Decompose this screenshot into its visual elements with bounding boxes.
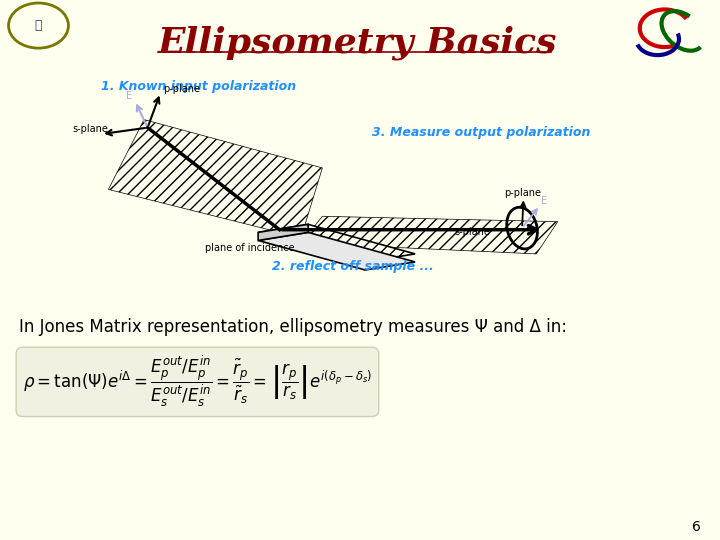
Text: plane of incidence: plane of incidence (204, 243, 294, 253)
Text: 6: 6 (691, 519, 701, 534)
Text: s-plane: s-plane (454, 227, 490, 237)
Text: Ellipsometry Basics: Ellipsometry Basics (158, 25, 558, 60)
Text: E: E (126, 91, 132, 100)
Text: 2. reflect off sample ...: 2. reflect off sample ... (272, 260, 434, 273)
Text: s-plane: s-plane (73, 124, 109, 134)
Text: In Jones Matrix representation, ellipsometry measures Ψ and Δ in:: In Jones Matrix representation, ellipsom… (19, 318, 567, 336)
Text: E: E (541, 197, 547, 206)
Text: 3. Measure output polarization: 3. Measure output polarization (372, 126, 590, 139)
Text: $\rho = \tan(\Psi)e^{i\Delta} = \dfrac{E_p^{out}/E_p^{in}}{E_s^{out}/E_s^{in}} =: $\rho = \tan(\Psi)e^{i\Delta} = \dfrac{E… (23, 354, 372, 410)
Text: 1. Known input polarization: 1. Known input polarization (102, 80, 297, 93)
Text: 學: 學 (35, 19, 42, 32)
Text: p-plane: p-plane (504, 188, 541, 198)
Polygon shape (258, 232, 415, 270)
Polygon shape (258, 224, 415, 262)
Polygon shape (109, 119, 323, 238)
Polygon shape (258, 224, 308, 240)
Polygon shape (301, 217, 558, 254)
Text: p-plane: p-plane (163, 84, 200, 93)
